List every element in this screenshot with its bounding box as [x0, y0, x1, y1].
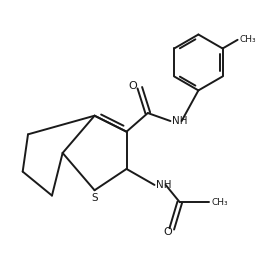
Text: O: O: [129, 81, 137, 92]
Text: S: S: [91, 193, 98, 203]
Text: CH₃: CH₃: [211, 198, 228, 207]
Text: NH: NH: [156, 180, 171, 190]
Text: O: O: [163, 227, 172, 236]
Text: NH: NH: [172, 116, 187, 126]
Text: CH₃: CH₃: [240, 35, 256, 44]
